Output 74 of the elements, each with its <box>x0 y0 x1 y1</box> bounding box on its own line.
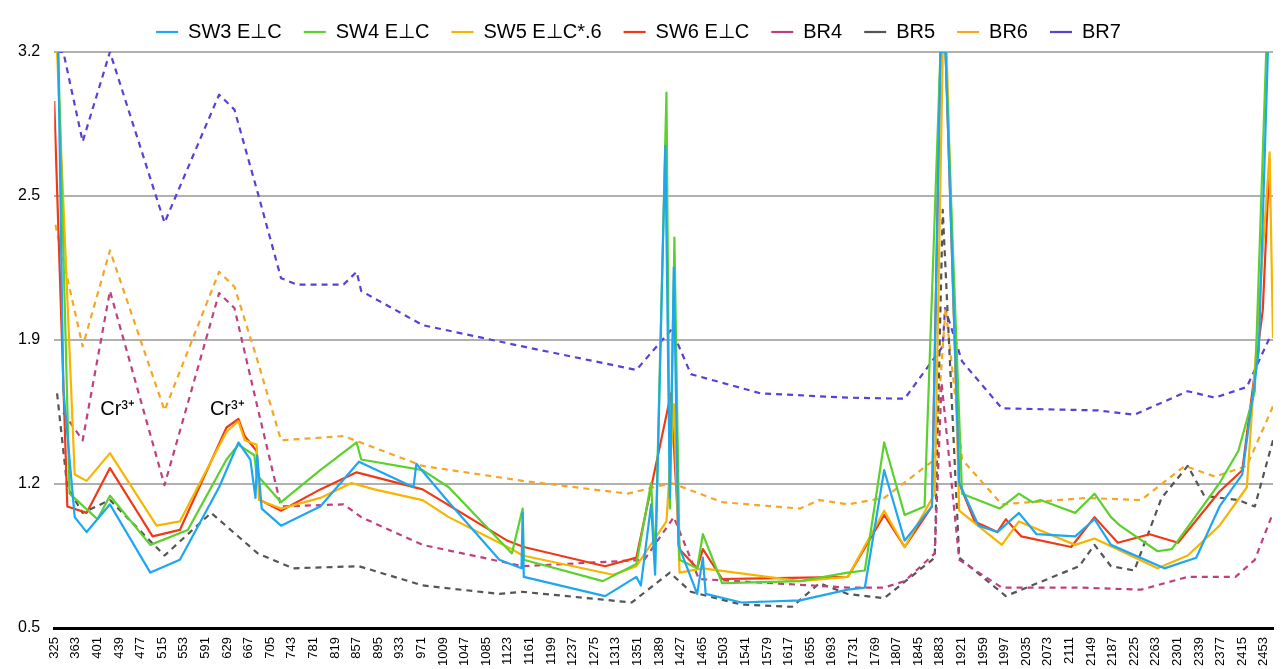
x-tick-label: 705 <box>261 637 277 659</box>
x-tick-label: 2111 <box>1061 637 1077 665</box>
x-tick-label: 1731 <box>845 637 861 666</box>
y-tick-label: 1.9 <box>17 330 41 348</box>
legend-label: SW6 E⊥C <box>655 19 750 42</box>
x-tick-label: 667 <box>240 637 256 659</box>
x-tick-label: 1693 <box>823 637 839 666</box>
legend-label: SW4 E⊥C <box>335 19 430 42</box>
legend-label: BR6 <box>989 19 1028 42</box>
x-tick-label: 1921 <box>953 637 969 666</box>
x-tick-label: 819 <box>326 637 342 659</box>
line-series <box>55 208 1273 608</box>
x-tick-label: 857 <box>348 637 364 659</box>
x-tick-label: 325 <box>45 637 61 659</box>
x-tick-label: 439 <box>110 637 126 659</box>
x-tick-label: 2263 <box>1147 637 1163 666</box>
legend-label: BR7 <box>1082 19 1121 42</box>
legend-label: SW3 E⊥C <box>188 19 282 42</box>
x-tick-label: 1427 <box>672 637 688 666</box>
x-tick-label: 477 <box>132 637 148 659</box>
x-tick-label: 629 <box>218 637 234 659</box>
y-tick-label: 2.5 <box>17 186 41 204</box>
y-tick-label: 3.2 <box>17 42 41 60</box>
y-tick-label: 0.5 <box>17 618 41 636</box>
x-tick-label: 2035 <box>1017 637 1033 666</box>
x-tick-label: 2187 <box>1104 637 1120 666</box>
x-tick-label: 2339 <box>1190 637 1206 666</box>
x-tick-label: 1389 <box>650 637 666 666</box>
x-tick-label: 2149 <box>1082 637 1098 666</box>
x-tick-label: 1085 <box>477 637 493 666</box>
x-tick-label: 1199 <box>542 637 558 666</box>
legend-label: BR4 <box>803 19 843 42</box>
legend-label: BR5 <box>896 19 936 42</box>
x-tick-label: 1351 <box>629 637 645 666</box>
x-tick-label: 743 <box>283 637 299 659</box>
line-series <box>54 223 1273 510</box>
x-tick-label: 2073 <box>1039 637 1055 666</box>
x-tick-label: 1503 <box>715 637 731 666</box>
x-tick-label: 1123 <box>499 637 515 666</box>
x-tick-label: 2301 <box>1169 637 1185 666</box>
x-tick-label: 1275 <box>585 637 601 666</box>
x-tick-label: 515 <box>153 637 169 659</box>
x-tick-label: 591 <box>197 637 213 659</box>
x-tick-label: 1769 <box>866 637 882 666</box>
x-tick-label: 2225 <box>1125 637 1141 666</box>
y-tick-label: 1.2 <box>17 474 41 492</box>
x-tick-label: 1807 <box>888 637 904 666</box>
x-tick-label: 2453 <box>1255 637 1271 666</box>
x-tick-label: 363 <box>67 637 83 659</box>
x-tick-label: 933 <box>391 637 407 659</box>
x-tick-label: 1161 <box>521 637 537 666</box>
x-tick-label: 971 <box>413 637 429 659</box>
x-tick-label: 1655 <box>801 637 817 666</box>
x-tick-label: 1617 <box>780 637 796 666</box>
x-tick-label: 1845 <box>909 637 925 666</box>
x-tick-label: 2415 <box>1233 637 1249 666</box>
x-tick-label: 2377 <box>1212 637 1228 666</box>
x-tick-label: 1009 <box>434 637 450 666</box>
x-tick-label: 553 <box>175 637 191 659</box>
annotation: Cr³⁺ <box>209 396 245 419</box>
x-tick-label: 1047 <box>456 637 472 666</box>
annotation: Cr³⁺ <box>100 396 135 419</box>
x-tick-label: 1313 <box>607 637 623 666</box>
x-tick-label: 1883 <box>931 637 947 666</box>
x-tick-label: 1997 <box>996 637 1012 666</box>
x-tick-label: 1959 <box>974 637 990 666</box>
legend-label: SW5 E⊥C*.6 <box>483 19 602 42</box>
x-tick-label: 895 <box>369 637 385 659</box>
x-tick-label: 1541 <box>737 637 753 666</box>
x-tick-label: 401 <box>89 637 105 659</box>
x-tick-label: 781 <box>305 637 321 659</box>
x-tick-label: 1465 <box>693 637 709 666</box>
x-tick-label: 1237 <box>564 637 580 666</box>
x-tick-label: 1579 <box>758 637 774 666</box>
